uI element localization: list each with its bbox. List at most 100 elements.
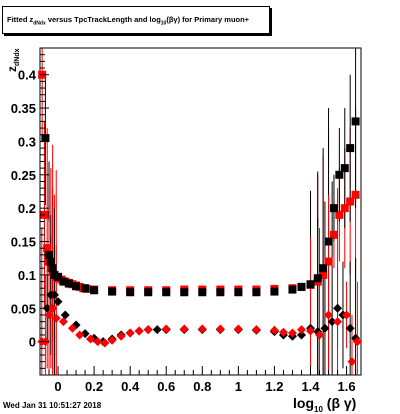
data-point-diamond — [342, 310, 352, 320]
data-point-diamond — [333, 303, 343, 313]
y-tick-label: 0.25 — [11, 168, 36, 183]
data-point-square — [252, 288, 261, 297]
data-point-square — [41, 134, 50, 143]
x-tick-label: 1 — [235, 379, 242, 394]
data-point-diamond — [85, 334, 95, 344]
data-point-square — [180, 288, 189, 297]
data-point-square — [324, 237, 333, 246]
data-point-square — [45, 250, 54, 259]
data-point-square — [126, 288, 135, 297]
data-point-diamond — [327, 317, 337, 327]
data-point-diamond — [53, 297, 63, 307]
data-point-diamond — [278, 327, 288, 337]
data-point-square — [340, 164, 349, 173]
data-point-square — [306, 280, 315, 289]
x-tick-label: 0.8 — [193, 379, 211, 394]
data-point-square — [59, 277, 68, 286]
data-point-square — [64, 279, 73, 288]
data-point-square — [313, 274, 322, 283]
data-point-diamond — [161, 324, 171, 334]
data-point-square — [297, 282, 306, 291]
data-point-diamond — [107, 335, 117, 345]
data-point-square — [90, 286, 99, 295]
y-tick-label: 0.4 — [18, 68, 37, 83]
data-point-diamond — [48, 303, 58, 313]
data-point-diamond — [67, 323, 77, 333]
data-point-square — [340, 204, 349, 213]
y-axis-title: zdNdx — [5, 48, 21, 72]
data-point-square — [162, 288, 171, 297]
data-point-diamond — [179, 324, 189, 334]
data-point-square — [216, 288, 225, 297]
data-point-square — [43, 244, 52, 253]
data-point-square — [48, 264, 57, 273]
data-point-square — [81, 284, 90, 293]
data-point-diamond — [333, 317, 343, 327]
y-tick-label: 0.2 — [18, 201, 36, 216]
data-point-square — [351, 117, 360, 126]
data-point-square — [108, 287, 117, 296]
data-point-diamond — [93, 337, 103, 347]
data-point-diamond — [215, 324, 225, 334]
chart-title: Fitted zdNdx versus TpcTrackLength and l… — [7, 15, 250, 27]
data-point-diamond — [44, 310, 54, 320]
data-point-diamond — [75, 330, 85, 340]
data-point-diamond — [60, 310, 70, 320]
data-point-diamond — [306, 326, 316, 336]
data-point-square — [335, 210, 344, 219]
data-point-diamond — [143, 325, 153, 335]
data-point-square — [144, 288, 153, 297]
data-point-square — [270, 287, 279, 296]
data-point-diamond — [269, 325, 279, 335]
data-point-diamond — [116, 331, 126, 341]
x-tick-label: 0.2 — [85, 379, 103, 394]
data-point-square — [54, 272, 63, 281]
data-point-square — [324, 257, 333, 266]
data-point-square — [319, 270, 328, 279]
data-point-square — [72, 282, 81, 291]
x-tick-label: 1.2 — [265, 379, 283, 394]
data-point-diamond — [49, 290, 59, 300]
data-point-diamond — [251, 325, 261, 335]
x-axis-title: log10 (β γ) — [293, 395, 356, 414]
data-point-square — [346, 144, 355, 153]
data-point-square — [319, 264, 328, 273]
y-tick-label: 0.05 — [11, 301, 36, 316]
chart-title-box: Fitted zdNdx versus TpcTrackLength and l… — [2, 6, 270, 34]
data-point-diamond — [324, 310, 334, 320]
data-point-square — [329, 204, 338, 213]
x-tick-label: 1.6 — [338, 379, 356, 394]
data-point-square — [198, 288, 207, 297]
x-tick-label: 0.4 — [121, 379, 140, 394]
data-point-diamond — [51, 313, 61, 323]
data-point-diamond — [233, 324, 243, 334]
data-point-diamond — [345, 323, 355, 333]
data-point-square — [288, 285, 297, 294]
data-point-diamond — [134, 326, 144, 336]
data-point-square — [329, 230, 338, 239]
y-tick-label: 0.3 — [18, 134, 36, 149]
data-point-diamond — [58, 317, 68, 327]
data-point-square — [335, 170, 344, 179]
x-tick-label: 0.6 — [157, 379, 175, 394]
data-point-square — [346, 197, 355, 206]
data-point-diamond — [287, 328, 297, 338]
data-point-diamond — [347, 357, 357, 367]
data-point-diamond — [197, 324, 207, 334]
plot-frame — [39, 47, 362, 376]
data-point-square — [234, 288, 243, 297]
y-tick-label: 0.35 — [11, 101, 36, 116]
data-point-diamond — [320, 323, 330, 333]
data-point-square — [46, 257, 55, 266]
data-point-diamond — [125, 328, 135, 338]
data-point-diamond — [152, 325, 162, 335]
y-tick-label: 0 — [29, 335, 36, 350]
data-point-diamond — [296, 325, 306, 335]
data-point-diamond — [352, 337, 362, 347]
x-tick-label: 0 — [54, 379, 61, 394]
data-point-diamond — [315, 330, 325, 340]
timestamp: Wed Jan 31 10:51:27 2018 — [3, 401, 102, 410]
x-tick-label: 1.4 — [301, 379, 320, 394]
y-tick-label: 0.1 — [18, 268, 36, 283]
